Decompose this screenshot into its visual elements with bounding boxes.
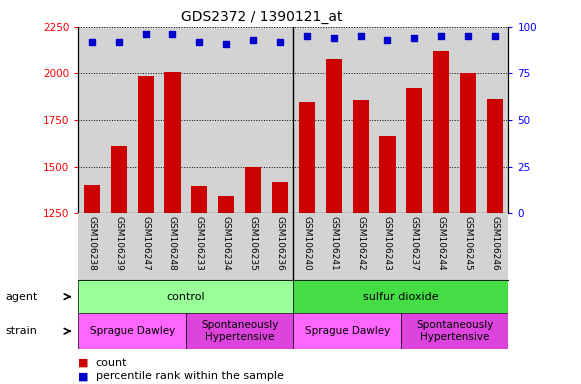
Bar <box>78 313 186 349</box>
Point <box>168 31 177 37</box>
Text: GSM106239: GSM106239 <box>114 217 123 271</box>
Text: count: count <box>96 358 127 368</box>
Point <box>87 39 96 45</box>
Bar <box>272 182 288 384</box>
Bar <box>401 313 508 349</box>
Bar <box>353 101 369 384</box>
Text: GSM106247: GSM106247 <box>141 217 150 271</box>
Text: GSM106234: GSM106234 <box>222 217 231 271</box>
Bar <box>191 186 207 384</box>
Text: Spontaneously
Hypertensive: Spontaneously Hypertensive <box>416 320 493 342</box>
Text: Sprague Dawley: Sprague Dawley <box>304 326 390 336</box>
Text: GSM106235: GSM106235 <box>249 217 257 271</box>
Point <box>436 33 446 39</box>
Point <box>195 39 204 45</box>
Point <box>410 35 419 41</box>
Point <box>114 39 123 45</box>
Bar <box>164 71 181 384</box>
Text: GSM106240: GSM106240 <box>302 217 311 271</box>
Text: strain: strain <box>6 326 38 336</box>
Bar <box>186 313 293 349</box>
Bar <box>487 99 503 384</box>
Bar <box>245 167 261 384</box>
Bar <box>110 146 127 384</box>
Point <box>302 33 311 39</box>
Bar <box>379 136 396 384</box>
Text: GSM106244: GSM106244 <box>437 217 446 271</box>
Bar <box>78 280 293 313</box>
Text: GSM106238: GSM106238 <box>87 217 96 271</box>
Point <box>356 33 365 39</box>
Text: ■: ■ <box>78 371 89 381</box>
Text: GDS2372 / 1390121_at: GDS2372 / 1390121_at <box>181 10 342 23</box>
Point <box>383 37 392 43</box>
Bar <box>299 102 315 384</box>
Text: GSM106241: GSM106241 <box>329 217 338 271</box>
Bar <box>460 73 476 384</box>
Bar <box>325 60 342 384</box>
Point <box>464 33 473 39</box>
Point <box>275 39 285 45</box>
Point <box>490 33 500 39</box>
Text: GSM106243: GSM106243 <box>383 217 392 271</box>
Text: sulfur dioxide: sulfur dioxide <box>363 291 439 302</box>
Text: GSM106246: GSM106246 <box>490 217 500 271</box>
Bar <box>406 88 422 384</box>
Text: percentile rank within the sample: percentile rank within the sample <box>96 371 284 381</box>
Bar <box>218 196 234 384</box>
Text: control: control <box>167 291 205 302</box>
Text: GSM106248: GSM106248 <box>168 217 177 271</box>
Text: GSM106236: GSM106236 <box>275 217 285 271</box>
Bar <box>433 51 449 384</box>
Bar <box>84 185 100 384</box>
Point <box>329 35 338 41</box>
Text: agent: agent <box>6 291 38 302</box>
Bar <box>138 76 153 384</box>
Point <box>141 31 150 37</box>
Text: GSM106237: GSM106237 <box>410 217 419 271</box>
Bar <box>293 313 401 349</box>
Point <box>249 37 258 43</box>
Text: GSM106245: GSM106245 <box>464 217 472 271</box>
Text: Spontaneously
Hypertensive: Spontaneously Hypertensive <box>201 320 278 342</box>
Bar <box>293 280 508 313</box>
Text: Sprague Dawley: Sprague Dawley <box>89 326 175 336</box>
Point <box>221 41 231 47</box>
Text: ■: ■ <box>78 358 89 368</box>
Text: GSM106242: GSM106242 <box>356 217 365 271</box>
Text: GSM106233: GSM106233 <box>195 217 204 271</box>
